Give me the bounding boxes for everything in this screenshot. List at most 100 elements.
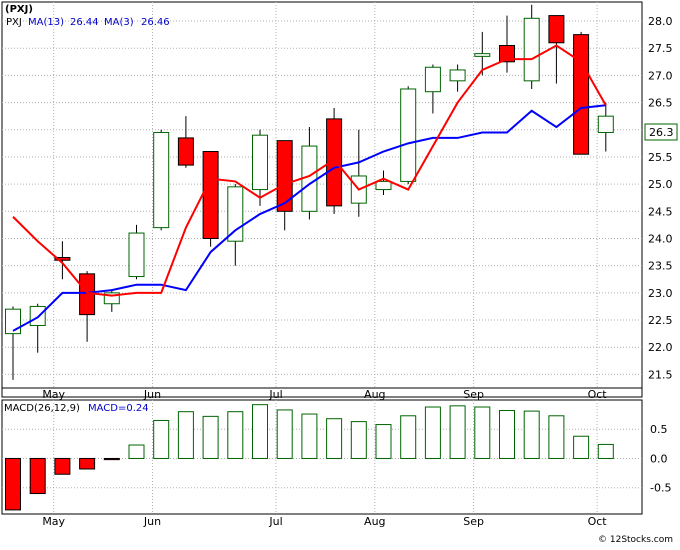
price-tick-label: 25.0 <box>648 178 673 191</box>
legend-ma3-label: MA(3) <box>104 17 134 28</box>
last-price-label: 26.3 <box>649 126 674 139</box>
macd-bar-positive <box>227 411 244 459</box>
candle-body-down <box>326 118 343 207</box>
macd-bar-positive <box>499 410 515 459</box>
macd-month-label: Jul <box>268 515 282 528</box>
legend-ma3-value: 26.46 <box>141 17 170 28</box>
legend-ma13-label: MA(13) <box>28 17 64 28</box>
price-grid <box>2 2 642 388</box>
candle-body-down <box>276 140 293 212</box>
price-tick-label: 24.5 <box>648 205 673 218</box>
candle-body-down <box>548 15 565 44</box>
price-month-label: Oct <box>588 388 608 401</box>
macd-bar-positive <box>252 404 268 459</box>
macd-month-label: May <box>42 515 65 528</box>
macd-bar-positive <box>202 415 219 459</box>
macd-bar-negative <box>5 457 21 511</box>
candle-body-up <box>474 53 491 57</box>
candle-body-up <box>5 308 21 335</box>
candle-body-up <box>153 131 170 229</box>
price-month-label: Jul <box>268 388 282 401</box>
macd-bar-positive <box>276 409 293 459</box>
ma13-line <box>12 104 606 332</box>
candle-body-up <box>252 134 268 191</box>
price-x-axis: May Jun Jul Aug Sep Oct <box>42 388 607 401</box>
price-tick-label: 28.0 <box>648 15 673 28</box>
macd-tick-label: 0.0 <box>650 452 668 465</box>
price-tick-label: 22.0 <box>648 341 673 354</box>
last-price-badge: 26.3 <box>644 123 678 141</box>
macd-bar-negative <box>103 457 120 461</box>
candle-body-up <box>227 186 244 242</box>
legend-ticker: PXJ <box>6 17 22 28</box>
chart-title: (PXJ) <box>5 4 33 15</box>
macd-bar-positive <box>128 444 145 459</box>
ma3-line <box>12 44 607 297</box>
price-panel-frame <box>1 1 643 398</box>
candle-body-up <box>597 115 614 133</box>
macd-bar-negative <box>54 457 71 475</box>
macd-bar-positive <box>301 413 318 459</box>
macd-month-label: Aug <box>364 515 385 528</box>
candle-body-down <box>54 257 71 261</box>
macd-bar-positive <box>326 418 343 459</box>
macd-bar-positive <box>597 443 614 459</box>
macd-month-label: Sep <box>463 515 484 528</box>
macd-bar-positive <box>474 406 491 459</box>
macd-bar-positive <box>573 435 590 459</box>
macd-bar-positive <box>350 421 367 459</box>
price-panel: 21.522.022.523.023.524.024.525.025.526.0… <box>1 1 678 401</box>
macd-bar-positive <box>375 424 392 459</box>
macd-bar-negative <box>29 457 46 495</box>
price-month-label: May <box>42 388 65 401</box>
candle-body-down <box>202 151 219 239</box>
candle-body-down <box>177 137 194 166</box>
price-tick-label: 22.5 <box>648 314 673 327</box>
price-y-axis: 21.522.022.523.023.524.024.525.025.526.0… <box>648 15 673 381</box>
macd-bar-positive <box>523 410 540 459</box>
price-tick-label: 27.0 <box>648 69 673 82</box>
macd-bar-positive <box>449 405 466 459</box>
candle-body-up <box>400 88 417 182</box>
candle-body-up <box>375 180 392 191</box>
price-tick-label: 23.0 <box>648 287 673 300</box>
price-tick-label: 27.5 <box>648 42 673 55</box>
candle-body-up <box>449 69 466 82</box>
moving-averages <box>12 44 607 332</box>
last-price-badge-frame <box>644 123 678 141</box>
price-month-label: Aug <box>364 388 385 401</box>
macd-y-axis: 0.5 0.0 -0.5 <box>650 423 671 494</box>
candle-body-up <box>523 17 540 82</box>
candle-body-down <box>573 34 590 155</box>
macd-grid <box>2 400 642 514</box>
macd-bar-negative <box>79 457 96 470</box>
price-tick-label: 26.5 <box>648 97 673 110</box>
macd-legend-value: MACD=0.24 <box>88 403 149 414</box>
macd-tick-label: -0.5 <box>650 482 671 495</box>
macd-panel-frame <box>1 399 643 515</box>
candle-body-up <box>103 292 120 305</box>
macd-legend-label: MACD(26,12,9) <box>4 403 80 414</box>
legend-ma13-value: 26.44 <box>70 17 99 28</box>
macd-panel: 0.5 0.0 -0.5 May Jun Jul Aug Sep Oct MACD(26,12… <box>1 399 671 528</box>
macd-x-axis: May Jun Jul Aug Sep Oct <box>42 515 607 528</box>
price-month-label: Jun <box>143 388 161 401</box>
macd-bars <box>5 404 614 511</box>
price-candles <box>5 4 614 380</box>
macd-bar-positive <box>424 406 441 459</box>
price-tick-label: 24.0 <box>648 232 673 245</box>
macd-bar-positive <box>548 415 565 459</box>
macd-month-label: Jun <box>143 515 161 528</box>
candle-body-up <box>424 66 441 93</box>
price-tick-label: 23.5 <box>648 260 673 273</box>
price-tick-label: 21.5 <box>648 368 673 381</box>
macd-bar-positive <box>153 419 170 459</box>
macd-month-label: Oct <box>588 515 608 528</box>
macd-bar-positive <box>400 415 417 459</box>
candle-body-up <box>128 232 145 278</box>
price-tick-label: 25.5 <box>648 151 673 164</box>
candle-body-down <box>499 44 515 63</box>
price-month-label: Sep <box>463 388 484 401</box>
